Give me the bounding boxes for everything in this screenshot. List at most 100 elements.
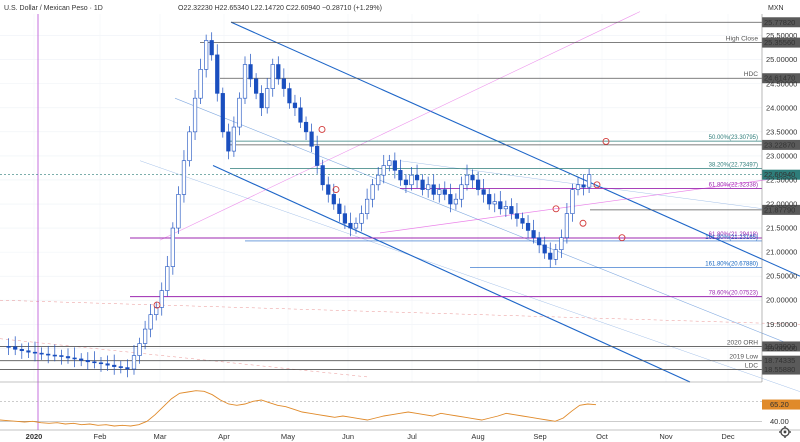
candle-body bbox=[65, 356, 71, 359]
candle-body bbox=[586, 174, 592, 188]
y-tick-label: 22.00000 bbox=[766, 200, 797, 209]
y-tick-label: 23.00000 bbox=[766, 151, 797, 160]
x-tick-label: May bbox=[281, 432, 295, 441]
fib-label: 61.80%(22.32338) bbox=[709, 182, 758, 188]
signal-marker bbox=[618, 234, 626, 242]
candle-body bbox=[364, 198, 370, 214]
candle-body bbox=[553, 249, 558, 260]
axes: 19.00000 19.50000 20.00000 20.50000 21.00000… bbox=[0, 14, 800, 441]
candle-body bbox=[498, 201, 503, 210]
candle-body bbox=[198, 69, 203, 99]
candle-body bbox=[331, 194, 336, 205]
candle-body bbox=[420, 179, 425, 190]
markers bbox=[153, 126, 626, 309]
candle-body bbox=[112, 364, 117, 367]
candle-body bbox=[537, 237, 542, 246]
candle-body bbox=[13, 346, 18, 350]
candle-body bbox=[453, 198, 459, 205]
candle-body bbox=[187, 131, 192, 162]
candle-body bbox=[215, 54, 220, 94]
rsi-panel: 65.20 40.00 bbox=[0, 390, 800, 427]
candle-body bbox=[159, 290, 164, 308]
candle-body bbox=[520, 218, 525, 224]
candle-body bbox=[326, 184, 331, 195]
signal-marker bbox=[602, 138, 610, 145]
y-tick-label: 25.50000 bbox=[766, 31, 797, 40]
level-price-badge bbox=[762, 139, 800, 150]
candle-body bbox=[531, 230, 536, 238]
level-price-badge bbox=[762, 37, 800, 48]
candle-body bbox=[503, 206, 508, 210]
candle-body bbox=[105, 363, 110, 366]
candle-body bbox=[414, 174, 420, 181]
y-tick-label: 24.50000 bbox=[766, 79, 797, 88]
y-tick-label: 23.50000 bbox=[766, 127, 797, 136]
level-price-label: 18.74335 bbox=[764, 356, 795, 365]
candle-body bbox=[143, 328, 148, 344]
candle-body bbox=[231, 126, 237, 152]
candle-body bbox=[509, 206, 514, 214]
candle-body bbox=[39, 352, 44, 355]
candle-body bbox=[19, 348, 24, 352]
candle-body bbox=[85, 360, 90, 363]
chart-title: U.S. Dollar / Mexican Peso · 1D bbox=[4, 5, 103, 12]
gear-icon[interactable] bbox=[779, 426, 791, 438]
candle-body bbox=[370, 184, 375, 200]
candle-body bbox=[276, 64, 281, 80]
fib-label: 161.80%(20.67880) bbox=[705, 262, 758, 268]
y-tick-label: 20.00000 bbox=[766, 296, 797, 305]
level-price-badge bbox=[762, 355, 800, 366]
level-price-label: 25.35560 bbox=[764, 38, 795, 47]
level-price-badge bbox=[762, 17, 800, 28]
candle-body bbox=[265, 88, 270, 109]
candle-body bbox=[359, 213, 364, 224]
candle-body bbox=[242, 64, 248, 99]
y-tick-label: 25.00000 bbox=[766, 55, 797, 64]
candle-body bbox=[32, 351, 38, 354]
fib-label: 38.20%(22.73497) bbox=[709, 163, 758, 169]
candle-body bbox=[437, 189, 442, 195]
fib-label: 161.80%(21.23165) bbox=[705, 235, 758, 241]
candle-body bbox=[442, 189, 447, 195]
rsi-value-badge bbox=[762, 399, 800, 410]
ohlc-readout: O22.32230 H22.65340 L22.14720 C22.60940 … bbox=[178, 5, 382, 12]
candle-body bbox=[392, 160, 397, 171]
candle-body bbox=[514, 213, 520, 219]
candle-body bbox=[204, 40, 209, 70]
level-price-badge bbox=[762, 73, 800, 84]
candle-body bbox=[559, 237, 564, 251]
slope-line-upper bbox=[159, 11, 641, 241]
candle-body bbox=[220, 93, 225, 133]
candle-body bbox=[209, 40, 214, 56]
candle-body bbox=[431, 184, 436, 195]
candle-body bbox=[487, 194, 492, 205]
candle-body bbox=[118, 366, 123, 368]
x-tick-label: Jul bbox=[407, 432, 417, 441]
x-tick-label: Oct bbox=[596, 432, 609, 441]
candle-body bbox=[464, 174, 470, 186]
candle-body bbox=[575, 184, 581, 190]
candle-body bbox=[170, 227, 175, 267]
candle-body bbox=[79, 358, 84, 361]
fib-labels: 50.00%(23.30795) 38.20%(22.73497) 61.80%(2… bbox=[705, 135, 758, 297]
red-dotted-line-lower bbox=[0, 338, 371, 378]
candle-body bbox=[181, 160, 187, 195]
candle-body bbox=[226, 131, 231, 152]
candle-body bbox=[387, 160, 392, 166]
x-tick-label: Dec bbox=[721, 432, 735, 441]
y-tick-label: 24.00000 bbox=[766, 103, 797, 112]
candle-body bbox=[303, 121, 309, 133]
y-tick-label: 21.00000 bbox=[766, 248, 797, 257]
candle-body bbox=[281, 78, 286, 89]
y-tick-label: 20.50000 bbox=[766, 272, 797, 281]
channel-median-line bbox=[174, 97, 800, 349]
candle-body bbox=[165, 266, 170, 291]
candle-body bbox=[26, 350, 31, 353]
rsi-line bbox=[0, 390, 597, 427]
candle-body bbox=[403, 179, 409, 186]
signal-marker bbox=[552, 205, 560, 213]
candle-body bbox=[470, 174, 475, 181]
level-price-label: 24.61470 bbox=[764, 74, 795, 83]
slope-line bbox=[379, 174, 800, 234]
